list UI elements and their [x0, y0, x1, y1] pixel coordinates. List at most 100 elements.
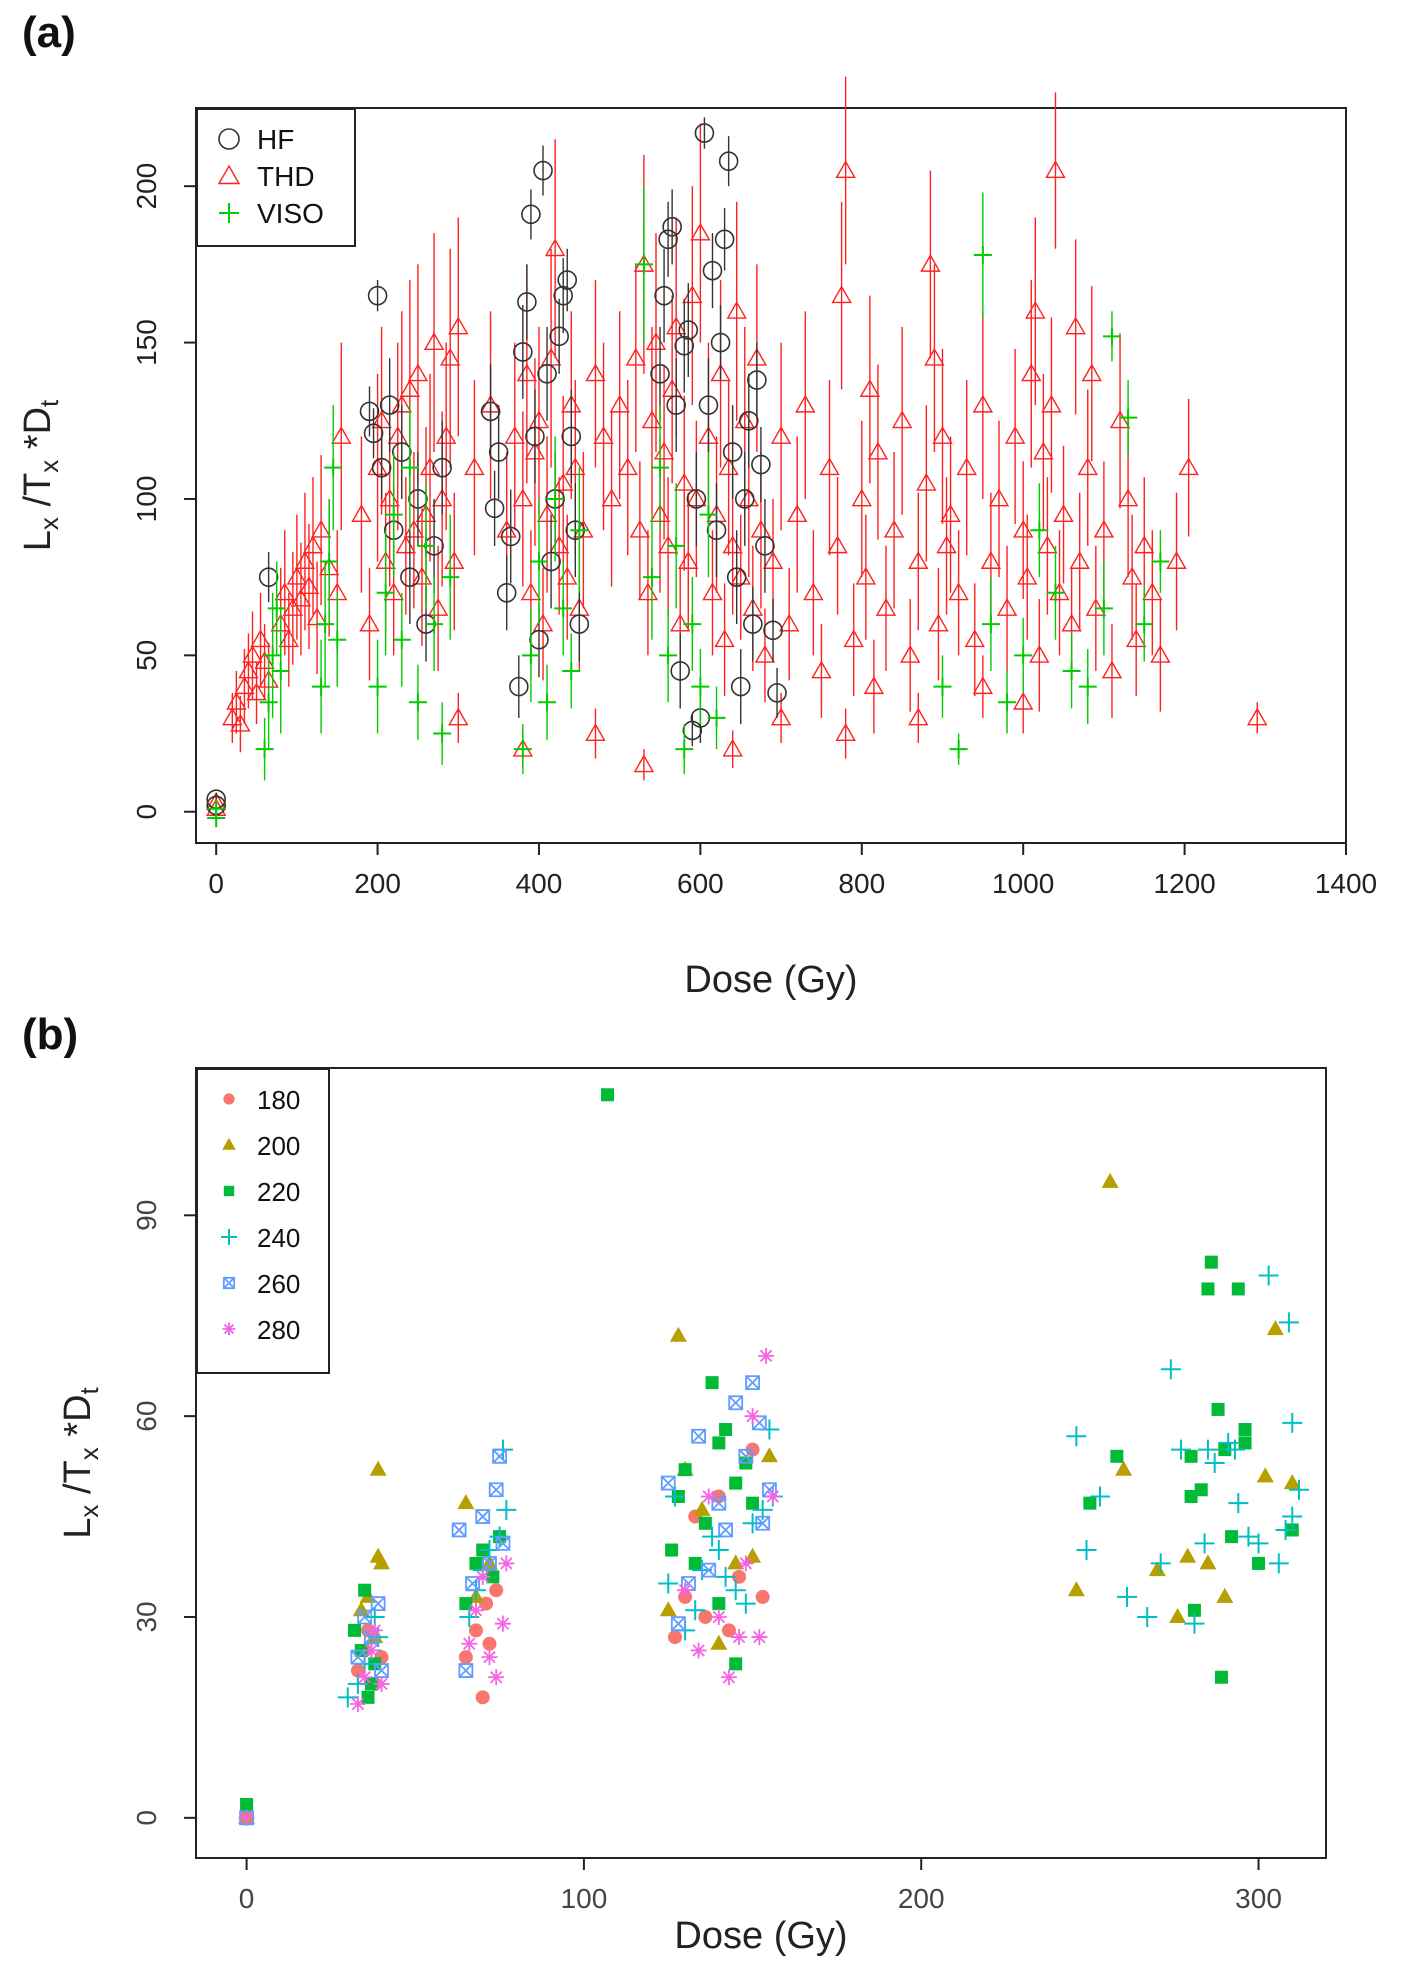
data-point-hf — [379, 395, 400, 415]
data-point-thd — [217, 164, 241, 185]
data-point-220 — [1231, 1282, 1245, 1296]
data-point-plus — [634, 255, 653, 274]
data-point-220 — [240, 1797, 254, 1811]
data-point-plus — [320, 552, 339, 571]
series-200 — [238, 1172, 1301, 1824]
y-tick-label: 150 — [131, 319, 162, 366]
data-point-260 — [718, 1522, 733, 1538]
data-point-thd — [246, 682, 267, 701]
y-axis-title-part: *D — [57, 1394, 99, 1447]
data-point-thd — [1069, 551, 1090, 569]
data-point-plus — [675, 740, 694, 759]
data-point-thd — [629, 519, 651, 538]
x-tick-label: 1400 — [1315, 868, 1377, 899]
y-axis-title-part: x — [34, 517, 64, 530]
data-point-hf — [533, 160, 553, 181]
data-point-thd — [371, 410, 392, 429]
data-point-thd — [1150, 644, 1171, 663]
data-point-thd — [351, 504, 372, 523]
data-point-plus — [1151, 552, 1170, 571]
data-point-220 — [678, 1463, 692, 1477]
data-point-plus — [259, 693, 278, 712]
data-point-hf — [734, 489, 755, 509]
data-point-plus — [538, 693, 557, 712]
data-point-280 — [356, 1669, 373, 1686]
data-point-thd — [520, 582, 542, 601]
x-axis-title: Dose (Gy) — [684, 959, 857, 1001]
data-point-hf — [751, 454, 771, 475]
data-point-plus — [328, 630, 347, 649]
data-point-280 — [744, 1408, 761, 1425]
data-point-thd — [1029, 644, 1050, 663]
data-point-thd — [855, 566, 877, 585]
data-point-thd — [891, 410, 913, 429]
data-point-180 — [489, 1583, 504, 1598]
data-point-220 — [705, 1376, 719, 1390]
data-point-thd — [972, 676, 994, 695]
data-point-hf — [509, 676, 529, 697]
data-point-280 — [461, 1635, 478, 1652]
data-point-plus — [441, 568, 460, 587]
data-point-220 — [459, 1597, 473, 1611]
data-point-260 — [670, 1616, 686, 1632]
data-point-plus — [1170, 1439, 1191, 1460]
data-point-plus — [1066, 1426, 1087, 1447]
data-point-thd — [383, 582, 404, 601]
data-point-180 — [667, 1630, 682, 1645]
data-point-hf — [359, 401, 380, 422]
series-thd — [205, 76, 1268, 817]
data-point-hf — [408, 489, 428, 509]
data-point-thd — [1117, 488, 1139, 507]
data-point-220 — [348, 1623, 362, 1637]
data-point-hf — [537, 364, 557, 384]
data-point-180 — [223, 1093, 235, 1105]
data-point-hf — [371, 457, 392, 478]
data-point-200 — [373, 1554, 391, 1570]
panel-b-label: (b) — [22, 1010, 79, 1059]
x-tick-label: 1200 — [1153, 868, 1215, 899]
data-point-220 — [1225, 1530, 1239, 1544]
data-point-220 — [1184, 1489, 1198, 1503]
data-point-plus — [715, 1566, 736, 1587]
data-point-280 — [373, 1675, 390, 1692]
data-point-thd — [512, 488, 534, 507]
data-point-thd — [464, 457, 485, 476]
data-point-220 — [601, 1088, 615, 1102]
x-tick-label: 0 — [208, 868, 224, 899]
data-point-280 — [363, 1642, 380, 1659]
data-point-plus — [263, 646, 282, 665]
data-point-hf — [714, 229, 735, 250]
data-point-thd — [1081, 363, 1102, 382]
data-point-plus — [1282, 1506, 1303, 1527]
data-point-thd — [722, 738, 743, 757]
data-point-thd — [331, 425, 352, 444]
data-point-220 — [1214, 1670, 1228, 1684]
x-tick-label: 1000 — [992, 868, 1054, 899]
data-point-hf — [484, 498, 505, 519]
data-point-plus — [324, 458, 343, 477]
data-point-280 — [731, 1629, 748, 1646]
data-point-thd — [423, 332, 445, 351]
data-point-thd — [1053, 504, 1074, 523]
y-tick-label: 90 — [131, 1200, 162, 1231]
data-point-hf — [755, 536, 775, 556]
data-point-plus — [933, 677, 952, 696]
data-point-thd — [1037, 535, 1058, 554]
data-point-260 — [451, 1522, 467, 1538]
data-point-plus — [408, 693, 427, 712]
y-tick-label: 200 — [131, 163, 162, 210]
legend: 180 200 220 240 260 280 — [196, 1068, 330, 1374]
data-point-plus — [651, 458, 670, 477]
x-tick-label: 100 — [561, 1883, 608, 1914]
data-point-thd — [916, 472, 937, 491]
data-point-plus — [1160, 1359, 1181, 1380]
y-tick-label: 0 — [131, 804, 162, 820]
data-point-thd — [867, 441, 889, 460]
data-point-thd — [1125, 629, 1147, 648]
data-point-220 — [665, 1543, 679, 1557]
data-point-hf — [726, 567, 747, 587]
data-point-thd — [795, 394, 816, 413]
legend-label-hf: HF — [257, 124, 294, 155]
data-point-180 — [482, 1636, 497, 1651]
data-point-thd — [440, 347, 461, 366]
